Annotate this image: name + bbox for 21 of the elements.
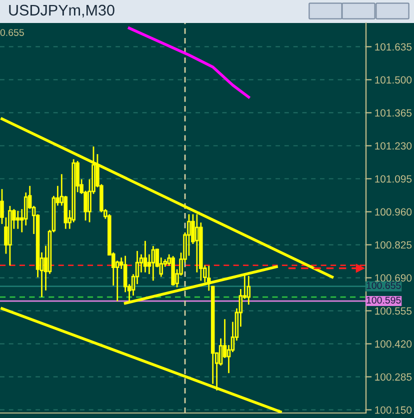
- candlestick: [151, 246, 156, 281]
- y-tick-label: 100.555: [375, 307, 412, 315]
- y-tick-label: 100.960: [375, 208, 412, 216]
- ref-line-label: 100.655: [366, 282, 401, 289]
- y-tick-label: 100.150: [375, 406, 412, 414]
- y-tick-label: 100.285: [375, 373, 412, 381]
- candlestick: [195, 214, 199, 272]
- candlestick: [143, 240, 148, 272]
- y-tick-label: 101.635: [375, 43, 412, 51]
- chart-title: USDJPYm,M30: [9, 4, 114, 18]
- y-tick-label: 101.095: [375, 175, 412, 183]
- y-tick-label: 101.365: [375, 109, 412, 117]
- y-tick-label: 101.500: [375, 76, 412, 84]
- y-tick-label: 100.825: [375, 241, 412, 249]
- line-series: [128, 26, 250, 98]
- y-tick-label: 101.230: [375, 142, 412, 150]
- annotation: 0.655: [0, 29, 24, 36]
- y-tick-label: 100.690: [375, 274, 412, 282]
- y-tick-label: 100.420: [375, 340, 412, 348]
- candlestick: [16, 210, 20, 229]
- ref-line-label: 100.595: [366, 296, 401, 304]
